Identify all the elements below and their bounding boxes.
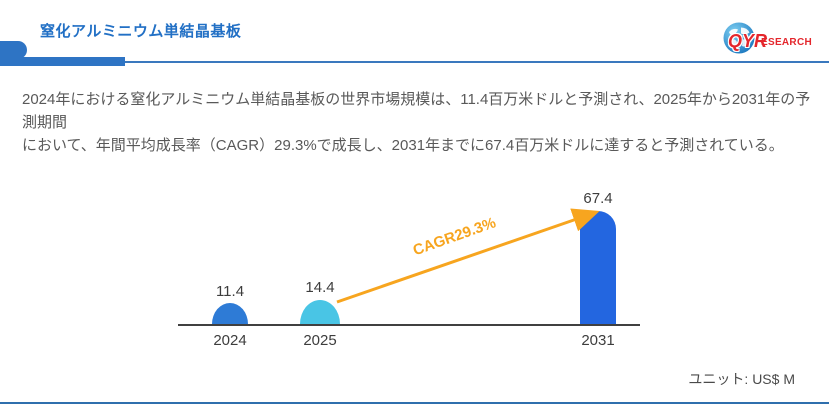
x-axis-line — [178, 324, 640, 326]
summary-line-2: において、年間平均成長率（CAGR）29.3%で成長し、2031年までに67.4… — [22, 137, 784, 154]
logo-text-esearch: ESEARCH — [761, 37, 812, 48]
data-marker-2024 — [212, 303, 248, 324]
header-divider-line — [0, 61, 829, 63]
value-label-2025: 14.4 — [305, 279, 335, 296]
cagr-annotation: CAGR29.3% — [411, 214, 498, 259]
header-accent-bar — [0, 57, 125, 66]
data-bar-2031 — [580, 211, 616, 324]
footer-divider-line — [0, 402, 829, 404]
logo-text-qyr: QYR — [728, 31, 768, 51]
x-tick-2025: 2025 — [303, 332, 337, 349]
x-tick-2031: 2031 — [581, 332, 615, 349]
summary-line-1: 2024年における窒化アルミニウム単結晶基板の世界市場規模は、11.4百万米ドル… — [22, 91, 811, 131]
value-label-2031: 67.4 — [583, 190, 613, 207]
market-summary-paragraph: 2024年における窒化アルミニウム単結晶基板の世界市場規模は、11.4百万米ドル… — [22, 88, 817, 157]
qyresearch-logo: QYR ESEARCH — [723, 22, 815, 58]
unit-label: ユニット: US$ M — [688, 371, 795, 387]
globe-icon — [723, 22, 755, 54]
header-accent-tab — [0, 41, 27, 59]
page-title: 窒化アルミニウム単結晶基板 — [40, 23, 242, 40]
value-label-2024: 11.4 — [215, 283, 245, 300]
x-tick-2024: 2024 — [213, 332, 247, 349]
data-marker-2025 — [300, 300, 340, 324]
